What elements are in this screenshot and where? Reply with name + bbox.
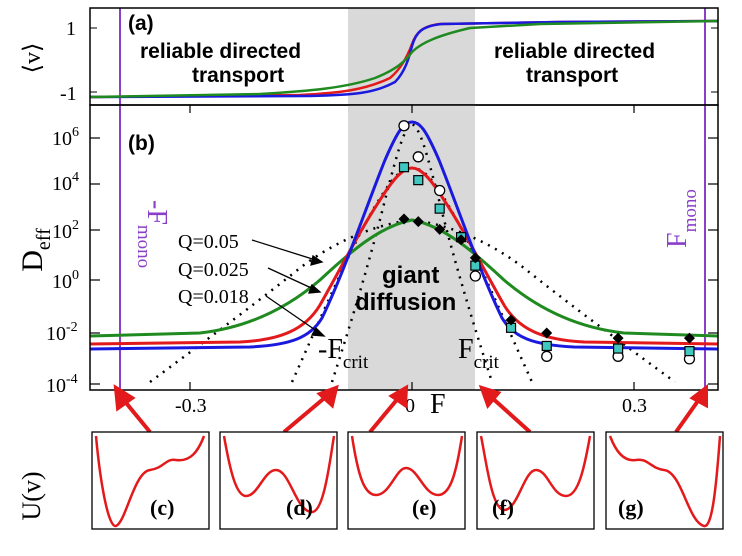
legend-q005: Q=0.05: [178, 231, 239, 253]
marker-circle-2: [435, 186, 445, 196]
marker-square-1: [414, 176, 423, 185]
marker-circle-1: [413, 152, 423, 162]
panel-b: 106 104 102 100 10-2 10-4 Deff -0.3 0 0.…: [16, 105, 718, 420]
potential-g-label: (g): [618, 495, 644, 520]
xtick-03: 0.3: [622, 395, 647, 417]
svg-text:-Fmono: -Fmono: [133, 200, 172, 268]
potential-d-label: (d): [286, 495, 313, 520]
potential-e-label: (e): [412, 495, 436, 520]
fmono-pos: Fmono: [662, 189, 701, 248]
marker-circle-0: [399, 121, 409, 131]
potential-f-label: (f): [492, 495, 514, 520]
xlabel-F: F: [430, 389, 446, 420]
potential-e: (e): [348, 432, 465, 529]
legend-q0025: Q=0.025: [178, 259, 249, 281]
panel-a-ytick-m1: -1: [60, 83, 77, 105]
potentials-ylabel: U(v): [17, 471, 46, 520]
panel-b-yticks: 106 104 102 100 10-2 10-4: [46, 125, 79, 397]
ytick-1e2: 102: [52, 218, 79, 243]
potential-d: (d): [220, 432, 337, 529]
right-transport-line2: transport: [526, 64, 618, 87]
marker-square-8: [685, 347, 694, 356]
marker-square-7: [614, 344, 623, 353]
marker-square-6: [542, 341, 551, 350]
marker-circle-4: [542, 351, 552, 361]
potential-c-label: (c): [150, 495, 174, 520]
panel-a-ylabel: ⟨v⟩: [20, 43, 46, 74]
ytick-1e0: 100: [52, 268, 79, 293]
ytick-1em4: 10-4: [46, 372, 78, 397]
xtick-neg03: -0.3: [175, 395, 207, 417]
panel-b-ylabel: Deff: [16, 228, 55, 272]
panel-b-label: (b): [128, 132, 155, 155]
panel-a: 1 -1 ⟨v⟩ (a) reliable directed transport…: [20, 8, 718, 105]
potential-c: (c): [92, 432, 209, 529]
marker-square-2: [435, 204, 444, 213]
panel-a-label: (a): [128, 12, 154, 35]
marker-square-0: [400, 163, 409, 172]
marker-circle-3: [470, 271, 480, 281]
panel-a-ytick-1: 1: [66, 18, 76, 40]
left-transport-line1: reliable directed: [140, 40, 301, 63]
svg-text:Deff: Deff: [16, 228, 55, 272]
diffusion-label: diffusion: [355, 289, 456, 316]
legend-arrows: [252, 240, 324, 336]
fmono-neg: -Fmono: [133, 200, 172, 268]
panel-b-shade: [348, 105, 475, 390]
ytick-1e6: 106: [52, 125, 79, 150]
potential-g: (g): [606, 432, 723, 529]
giant-label: giant: [382, 262, 439, 289]
right-transport-line1: reliable directed: [494, 40, 655, 63]
left-transport-line2: transport: [192, 64, 284, 87]
svg-text:Fmono: Fmono: [662, 189, 701, 248]
legend-q0018: Q=0.018: [178, 286, 249, 308]
ytick-1em2: 10-2: [46, 320, 78, 345]
potential-f: (f): [477, 432, 594, 529]
ytick-1e4: 104: [52, 170, 79, 195]
